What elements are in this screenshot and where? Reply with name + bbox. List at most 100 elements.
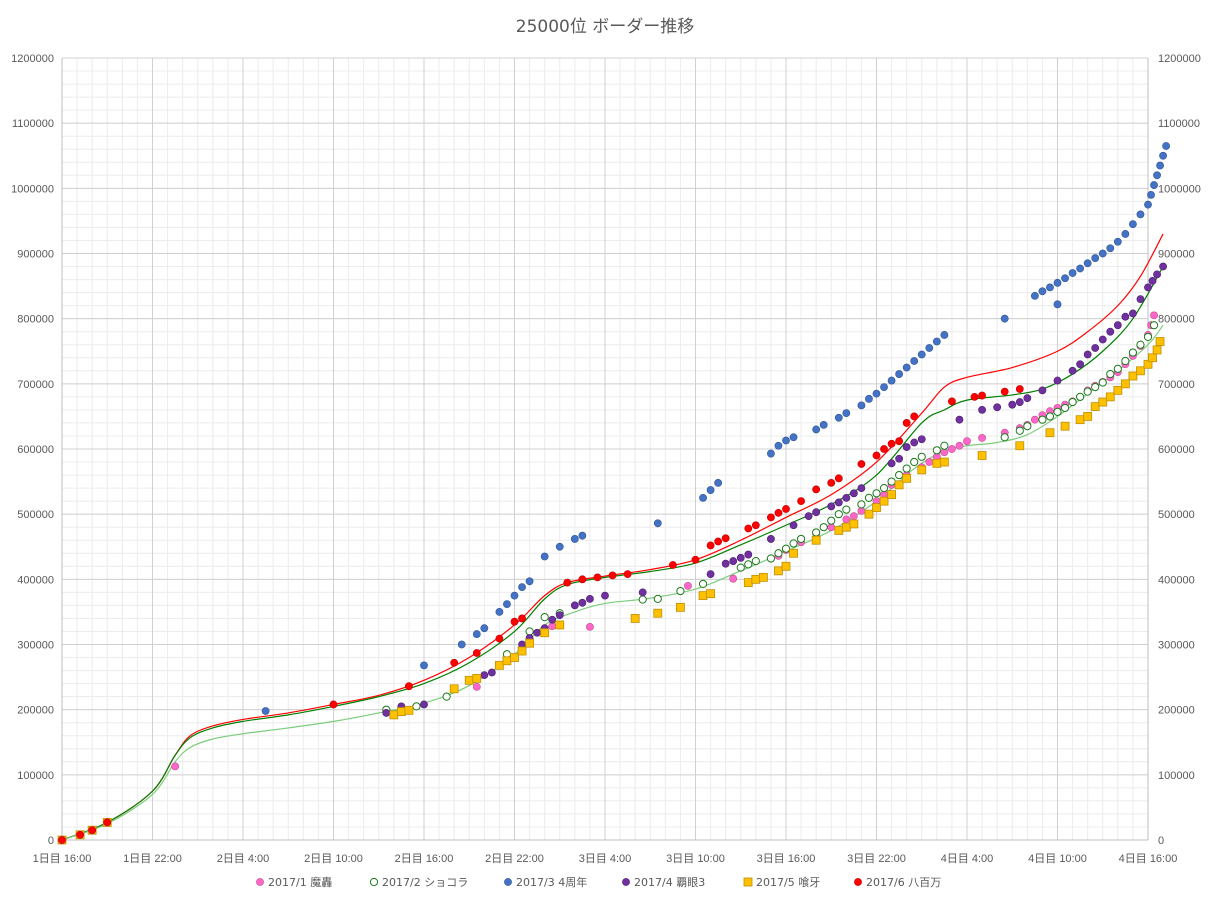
- data-point: [555, 620, 565, 630]
- data-point: [902, 464, 911, 473]
- data-point: [510, 653, 519, 662]
- data-point: [668, 561, 677, 569]
- y-tick-label-left: 1000000: [11, 183, 54, 195]
- x-tick-label: 2日目 16:00: [395, 853, 454, 865]
- data-point: [1136, 366, 1145, 376]
- data-point: [812, 508, 821, 517]
- data-point: [841, 522, 851, 532]
- data-point: [857, 460, 866, 468]
- data-point: [925, 344, 934, 352]
- data-point: [1083, 412, 1093, 421]
- data-point: [774, 508, 783, 517]
- data-point: [653, 608, 663, 618]
- legend-label: 2017/5 喰牙: [756, 875, 820, 889]
- data-point: [932, 337, 941, 346]
- data-point: [1113, 237, 1122, 246]
- x-tick-label: 4日目 16:00: [1119, 853, 1178, 865]
- data-point: [1046, 283, 1054, 292]
- data-point: [396, 707, 406, 717]
- data-point: [789, 548, 798, 558]
- legend-marker: [743, 877, 753, 887]
- y-tick-label-left: 900000: [17, 249, 54, 261]
- data-point: [1061, 274, 1069, 283]
- data-point: [1045, 428, 1055, 438]
- data-point: [449, 684, 459, 694]
- data-point: [978, 434, 986, 442]
- data-point: [517, 646, 527, 656]
- data-point: [834, 498, 843, 507]
- data-point: [480, 671, 489, 680]
- data-point: [1129, 220, 1137, 229]
- data-point: [578, 598, 587, 607]
- data-point: [880, 445, 888, 453]
- data-point: [834, 510, 843, 519]
- y-tick-label-right: 800000: [1158, 314, 1195, 326]
- data-point: [1143, 359, 1153, 369]
- data-point: [1038, 386, 1047, 395]
- data-point: [1083, 350, 1092, 359]
- data-point: [1121, 230, 1130, 238]
- data-point: [503, 600, 511, 608]
- data-point: [405, 682, 413, 691]
- data-point: [744, 550, 753, 559]
- data-point: [827, 516, 836, 525]
- data-point: [420, 661, 428, 670]
- data-point: [1053, 300, 1062, 309]
- data-point: [420, 700, 428, 709]
- y-tick-label-left: 800000: [17, 314, 54, 326]
- data-point: [857, 500, 866, 509]
- data-point: [766, 554, 776, 563]
- data-point: [1121, 312, 1130, 321]
- data-point: [767, 535, 775, 543]
- data-point: [1038, 287, 1047, 296]
- data-point: [1030, 415, 1039, 424]
- data-point: [608, 571, 617, 580]
- data-point: [895, 454, 904, 463]
- data-point: [1144, 200, 1152, 209]
- legend-marker: [256, 878, 264, 886]
- data-point: [1148, 353, 1157, 363]
- data-point: [857, 401, 866, 410]
- data-point: [910, 438, 919, 447]
- data-point: [1153, 171, 1161, 180]
- data-point: [842, 409, 851, 418]
- data-point: [910, 412, 919, 421]
- data-point: [879, 496, 889, 506]
- legend-marker: [622, 878, 630, 886]
- data-point: [917, 350, 926, 359]
- data-point: [1152, 345, 1162, 355]
- x-tick-label: 4日目 10:00: [1028, 853, 1087, 865]
- y-tick-label-right: 1000000: [1158, 183, 1201, 195]
- y-tick-label-right: 400000: [1158, 574, 1195, 586]
- data-point: [329, 700, 338, 709]
- data-point: [955, 415, 964, 424]
- data-point: [804, 512, 813, 521]
- data-point: [1060, 403, 1070, 413]
- data-point: [533, 628, 542, 637]
- data-point: [789, 539, 798, 548]
- data-point: [706, 570, 715, 579]
- data-point: [1113, 364, 1122, 373]
- data-point: [1150, 181, 1158, 189]
- data-point: [1045, 412, 1055, 421]
- trend-line: [61, 266, 1164, 841]
- data-point: [404, 705, 414, 715]
- x-tick-label: 4日目 4:00: [941, 853, 994, 865]
- data-point: [58, 836, 66, 844]
- data-point: [880, 383, 888, 391]
- data-point: [1076, 264, 1085, 273]
- data-point: [978, 405, 986, 414]
- data-point: [939, 457, 949, 467]
- data-point: [601, 591, 609, 600]
- data-point: [472, 682, 481, 691]
- data-point: [442, 692, 451, 701]
- data-point: [698, 591, 708, 601]
- y-tick-label-left: 1100000: [12, 118, 54, 130]
- data-point: [1113, 385, 1123, 395]
- legend-label: 2017/2 ショコラ: [382, 876, 468, 889]
- data-point: [676, 602, 685, 612]
- data-point: [744, 560, 753, 569]
- data-point: [932, 446, 941, 455]
- data-point: [812, 528, 821, 537]
